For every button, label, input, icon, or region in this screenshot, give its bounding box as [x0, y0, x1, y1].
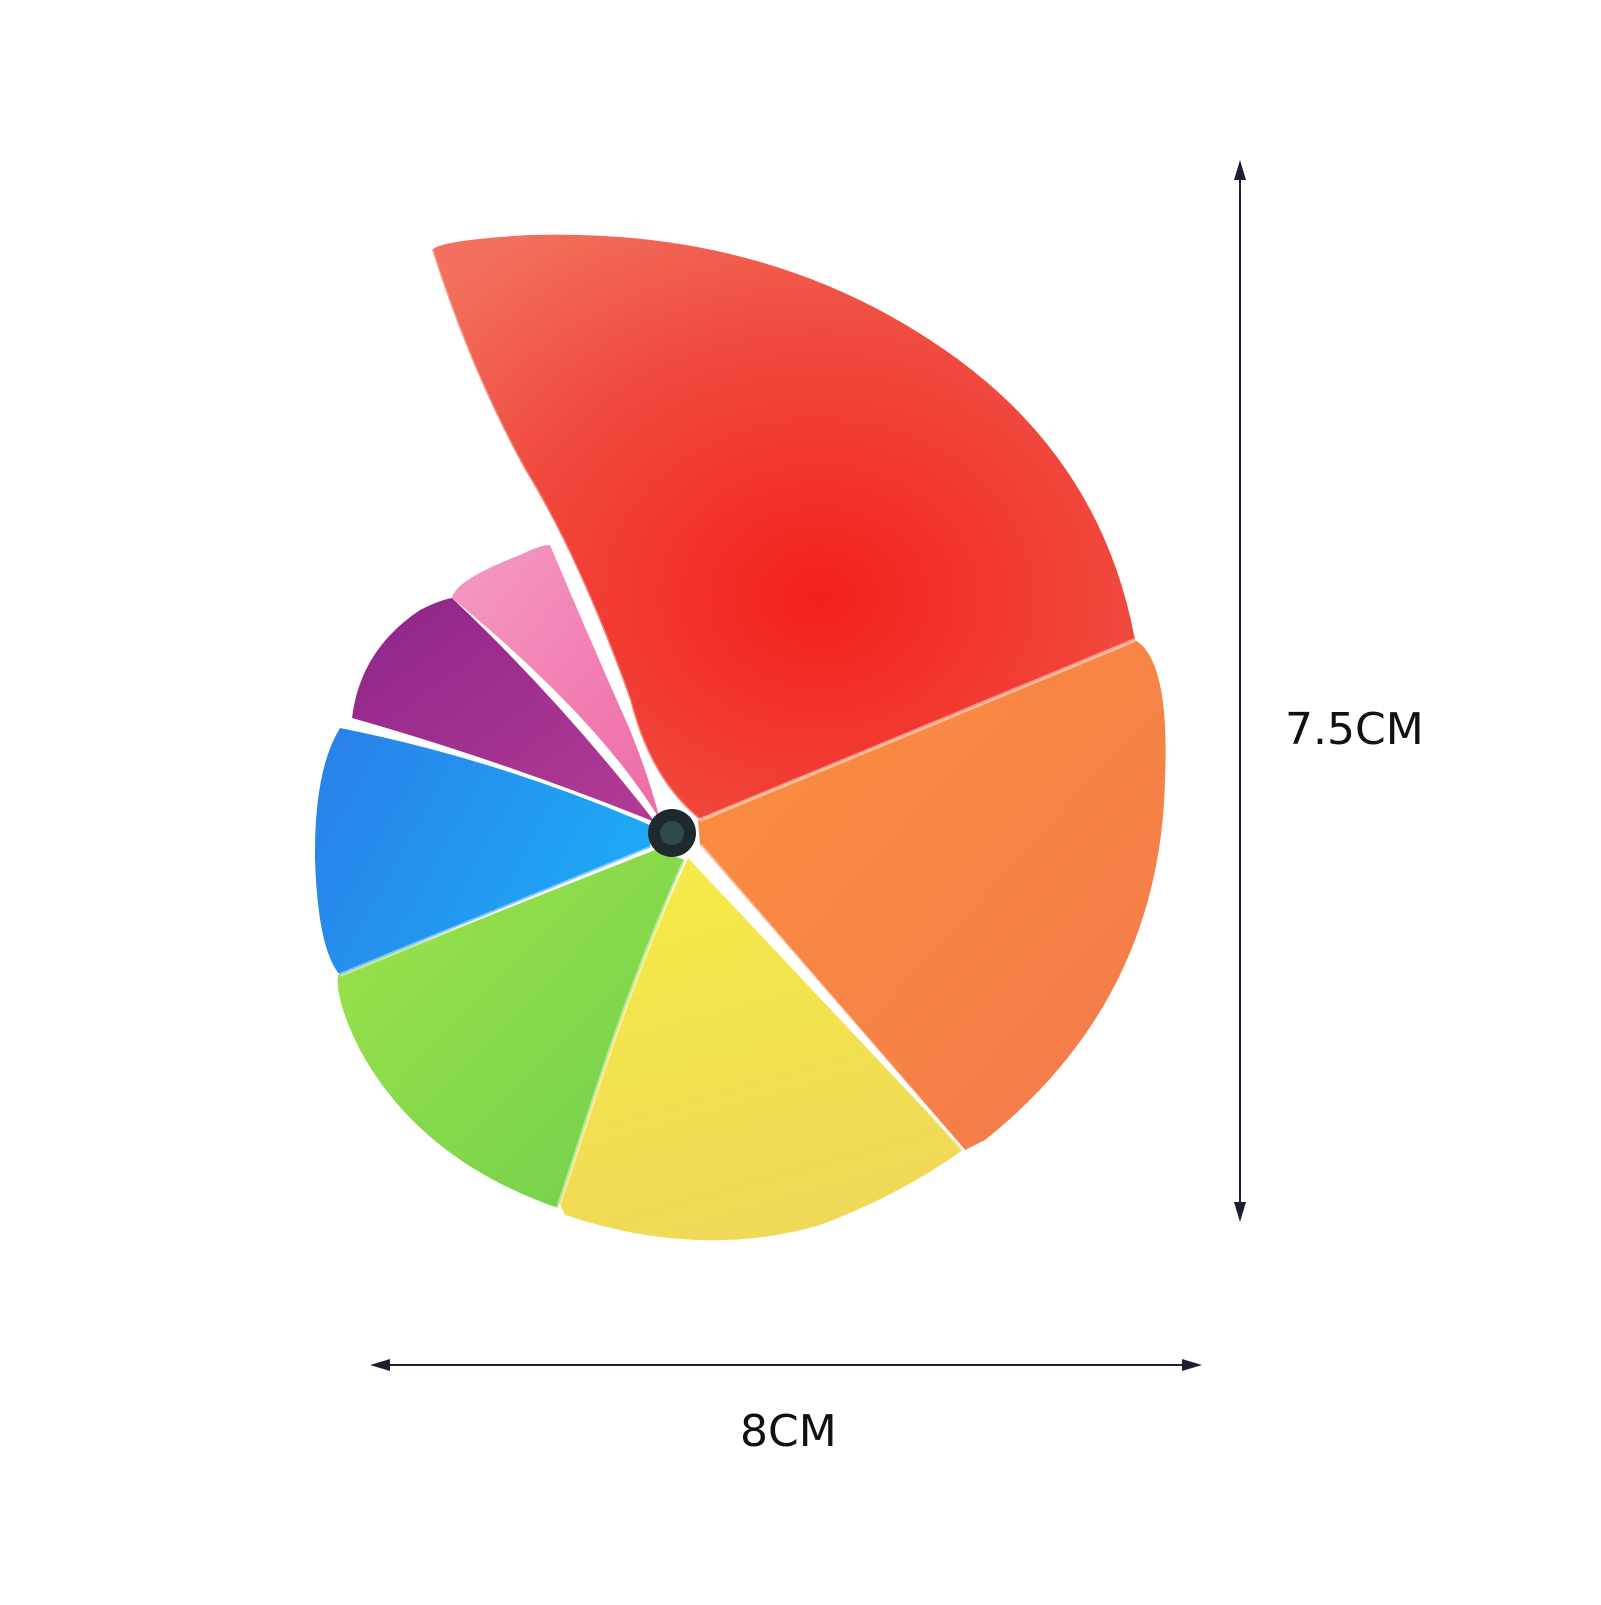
- width-dimension-label: 8CM: [740, 1406, 837, 1457]
- orange-segment: [698, 640, 1166, 1150]
- pink-segment: [452, 545, 660, 820]
- red-segment: [432, 234, 1135, 820]
- green-blue-seam: [339, 846, 651, 977]
- blue-segment: [314, 728, 652, 975]
- purple-segment: [352, 598, 655, 822]
- width-dimension-arrow: [370, 1359, 1202, 1371]
- yellow-green-seam: [556, 859, 687, 1209]
- orange-yellow-seam: [698, 843, 965, 1152]
- red-orange-seam: [699, 638, 1136, 822]
- height-dimension-label: 7.5CM: [1285, 704, 1424, 755]
- green-segment: [337, 850, 685, 1208]
- red-seam-highlight: [430, 249, 701, 822]
- height-dimension-arrow: [1234, 160, 1246, 1222]
- center-hub-inner: [660, 821, 684, 845]
- yellow-segment: [558, 858, 963, 1241]
